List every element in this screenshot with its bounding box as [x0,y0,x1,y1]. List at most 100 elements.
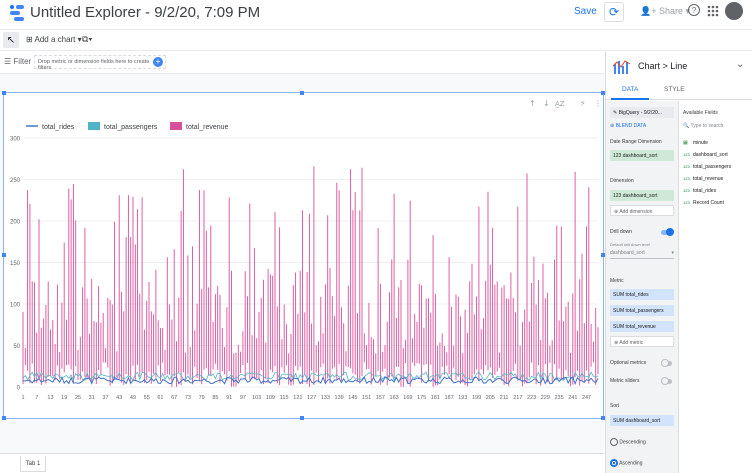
tab-data[interactable]: DATA [622,86,639,93]
metric-chip[interactable]: SUM total_rides [610,289,674,300]
avatar[interactable] [725,2,743,20]
resize-handle[interactable] [300,91,304,95]
resize-handle[interactable] [601,91,605,95]
x-tick-label: 175 [417,395,426,401]
y-tick-label: 250 [10,178,21,184]
y-tick-label: 300 [10,137,21,143]
filter-drop-zone[interactable]: Drop metric or dimension fields here to … [34,55,166,71]
chart-svg: 0 50 100 150 200 250 300 total_rides total_passe… [10,99,602,401]
edit-icon: ✎ [613,110,619,116]
drill-down-toggle[interactable] [661,228,674,236]
x-tick-label: 205 [486,395,495,401]
x-tick-label: 7 [35,395,38,401]
share-button[interactable]: 👤+ Share ▾ [640,6,691,16]
blend-icon: ⊕ [610,123,616,129]
panel-title[interactable]: Chart > Line [638,61,688,71]
resize-handle[interactable] [2,416,6,420]
legend-label: total_passengers [104,124,158,131]
field-item[interactable]: 123 Record Count [683,200,724,206]
x-tick-label: 139 [335,395,344,401]
help-icon[interactable]: ? [688,4,700,16]
filter-bar: ☰ Filter Drop metric or dimension fields… [0,52,604,74]
chevron-down-icon[interactable]: ⌄ [736,59,745,70]
field-item[interactable]: 123 total_revenue [683,176,724,182]
y-tick-label: 150 [10,261,21,267]
y-tick-label: 0 [17,386,21,392]
data-source-chip[interactable]: ✎ BigQuery - 9/2/20... [610,107,674,118]
x-tick-label: 67 [171,395,177,401]
properties-panel: Chart > Line ⌄ DATA STYLE ✎ BigQuery - 9… [605,52,752,473]
x-tick-label: 193 [458,395,467,401]
descending-radio[interactable]: Descending [610,438,646,446]
available-fields-title: Available Fields [683,110,718,116]
metric-chip[interactable]: SUM total_revenue [610,321,674,332]
x-tick-label: 49 [130,395,136,401]
x-tick-label: 127 [307,395,316,401]
sort-chip[interactable]: SUM dashboard_sort [610,415,674,426]
x-tick-label: 157 [376,395,385,401]
resize-handle[interactable] [2,253,6,257]
field-item[interactable]: 123 total_passengers [683,164,732,170]
share-icon: 👤+ [640,6,659,16]
metric-sliders-toggle[interactable] [661,377,672,385]
default-drill-select[interactable]: dashboard_sort ▾ [610,250,674,259]
data-studio-logo-icon [10,5,24,21]
x-tick-label: 91 [226,395,232,401]
add-icon: ⊕ [614,209,620,215]
x-tick-label: 121 [293,395,302,401]
legend-label: total_rides [42,124,75,131]
add-icon: ⊕ [614,340,620,346]
x-tick-label: 133 [321,395,330,401]
x-tick-label: 163 [390,395,399,401]
x-tick-label: 103 [252,395,261,401]
controls-icon: ⧉ [82,34,89,44]
resize-handle[interactable] [601,253,605,257]
apps-grid-icon[interactable] [707,5,719,17]
metric-chip[interactable]: SUM total_passengers [610,305,674,316]
refresh-button[interactable]: ⟳ [604,2,624,22]
date-range-label: Date Range Dimension [610,139,662,145]
field-search-input[interactable]: 🔍 Type to search [683,123,724,129]
line-chart[interactable]: 0 50 100 150 200 250 300 total_rides total_passe… [2,91,605,420]
optional-metrics-toggle[interactable] [661,359,672,367]
select-pointer-icon[interactable]: ↖ [3,32,19,48]
line-chart-icon [612,60,631,74]
x-tick-label: 211 [500,395,509,401]
date-range-chip[interactable]: 123 dashboard_sort [610,150,674,161]
resize-handle[interactable] [300,416,304,420]
page-tab-bar: Tab 1 [0,453,604,473]
field-item[interactable]: 🗓 minute [683,140,709,146]
x-tick-label: 115 [280,395,289,401]
add-filter-icon[interactable]: + [153,57,163,67]
x-tick-label: 61 [157,395,163,401]
page-tab[interactable]: Tab 1 [20,456,46,472]
resize-handle[interactable] [601,416,605,420]
series-total_rides [22,375,599,386]
x-tick-label: 1 [21,395,24,401]
legend-swatch [170,122,182,130]
save-button[interactable]: Save [574,6,597,17]
dimension-chip[interactable]: 123 dashboard_sort [610,190,674,201]
search-icon: 🔍 [683,123,691,129]
setup-column: ✎ BigQuery - 9/2/20... ⊕ BLEND DATA Date… [606,101,678,473]
blend-data-button[interactable]: ⊕ BLEND DATA [610,123,647,129]
add-metric-button[interactable]: ⊕ Add metric [610,336,674,347]
page-title[interactable]: Untitled Explorer - 9/2/20, 7:09 PM [30,4,261,21]
metric-sliders-label: Metric sliders [610,378,640,384]
x-tick-label: 229 [541,395,550,401]
add-chart-button[interactable]: ⊞ Add a chart ▾ [26,35,82,44]
x-tick-label: 79 [199,395,205,401]
ascending-radio[interactable]: Ascending [610,459,642,467]
tab-style[interactable]: STYLE [664,86,685,93]
x-tick-label: 199 [472,395,481,401]
chart-action-icon: ⋮ [594,99,602,108]
y-tick-label: 100 [10,303,21,309]
add-chart-icon: ⊞ [26,35,35,44]
resize-handle[interactable] [2,91,6,95]
x-tick-label: 241 [568,395,577,401]
field-item[interactable]: 123 total_rides [683,188,717,194]
add-dimension-button[interactable]: ⊕ Add dimension [610,205,674,216]
filter-button[interactable]: ☰ Filter [4,57,32,66]
add-control-button[interactable]: ⧉▾ [82,34,93,44]
field-item[interactable]: 123 dashboard_sort [683,152,728,158]
